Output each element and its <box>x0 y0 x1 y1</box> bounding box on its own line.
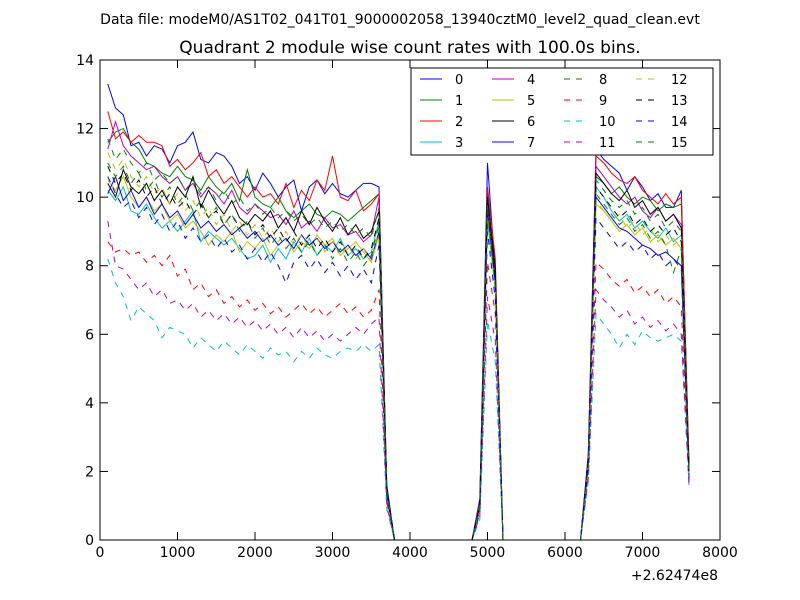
y-tick-label: 0 <box>85 533 94 549</box>
y-tick-label: 2 <box>85 464 94 480</box>
series-line-10 <box>107 258 690 541</box>
x-tick-label: 2000 <box>237 545 273 561</box>
legend-label-9: 9 <box>599 94 607 109</box>
series-line-13 <box>107 166 690 541</box>
y-tick-label: 6 <box>85 327 94 343</box>
legend-label-7: 7 <box>527 136 535 151</box>
y-tick-label: 14 <box>76 53 94 69</box>
x-tick-label: 5000 <box>470 545 506 561</box>
legend-label-0: 0 <box>455 73 463 88</box>
y-tick-label: 10 <box>76 190 94 206</box>
legend-label-4: 4 <box>527 73 535 88</box>
series-line-5 <box>107 175 690 541</box>
series-line-12 <box>107 152 690 541</box>
legend-label-8: 8 <box>599 73 607 88</box>
chart-title: Quadrant 2 module wise count rates with … <box>179 38 640 58</box>
legend-label-10: 10 <box>599 115 616 130</box>
x-tick-label: 6000 <box>547 545 583 561</box>
x-tick-label: 3000 <box>315 545 351 561</box>
legend-label-3: 3 <box>455 136 463 151</box>
series-line-15 <box>107 162 690 541</box>
legend-label-11: 11 <box>599 136 616 151</box>
legend-label-1: 1 <box>455 94 463 109</box>
series-layer <box>107 83 690 541</box>
x-tick-label: 0 <box>96 545 105 561</box>
legend-label-15: 15 <box>671 136 688 151</box>
legend-label-5: 5 <box>527 94 535 109</box>
legend-label-2: 2 <box>455 115 463 130</box>
series-line-7 <box>107 175 690 541</box>
series-line-3 <box>107 185 690 541</box>
x-offset-label: +2.62474e8 <box>631 568 718 584</box>
legend-label-14: 14 <box>671 115 688 130</box>
y-tick-label: 12 <box>76 122 94 138</box>
ticks-layer: 0 1000 2000 3000 4000 5000 6000 7000 80000246810… <box>76 53 738 561</box>
series-line-8 <box>107 138 690 541</box>
legend-label-13: 13 <box>671 94 688 109</box>
series-line-14 <box>107 176 690 541</box>
series-line-0 <box>107 83 690 541</box>
series-line-2 <box>107 111 690 541</box>
legend-frame <box>410 67 714 156</box>
chart-suptitle: Data file: modeM0/AS1T02_041T01_90000020… <box>100 12 700 28</box>
legend-label-6: 6 <box>527 115 535 130</box>
series-line-9 <box>107 241 690 541</box>
y-tick-label: 8 <box>85 259 94 275</box>
series-line-11 <box>107 221 690 541</box>
x-tick-label: 4000 <box>392 545 428 561</box>
x-tick-label: 1000 <box>160 545 196 561</box>
series-line-1 <box>107 127 690 541</box>
series-line-6 <box>107 168 690 541</box>
x-tick-label: 8000 <box>702 545 738 561</box>
legend-label-12: 12 <box>671 73 688 88</box>
x-tick-label: 7000 <box>625 545 661 561</box>
y-tick-label: 4 <box>85 396 94 412</box>
